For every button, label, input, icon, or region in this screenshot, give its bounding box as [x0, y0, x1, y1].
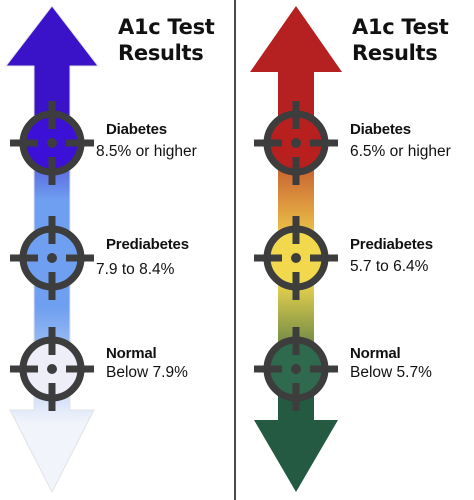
target-center	[47, 364, 57, 374]
right-level-diabetes: Diabetes 6.5% or higher	[350, 121, 474, 161]
right-title: A1c Test Results	[352, 15, 449, 65]
level-range: 6.5% or higher	[350, 143, 451, 160]
right-level-normal: Normal Below 5.7%	[350, 345, 474, 382]
left-title: A1c Test Results	[118, 15, 215, 65]
crosshair-target-icon	[254, 216, 338, 300]
left-double-arrow	[4, 5, 100, 494]
level-name: Prediabetes	[106, 236, 189, 253]
level-range: 5.7 to 6.4%	[350, 258, 429, 275]
level-name: Normal	[106, 345, 157, 362]
left-level-prediabetes: Prediabetes 7.9 to 8.4%	[96, 236, 242, 279]
right-panel: A1c Test Results Diabetes 6.5% or higher…	[238, 0, 474, 500]
target-center	[47, 138, 57, 148]
panel-divider	[234, 0, 236, 500]
level-name: Diabetes	[350, 121, 411, 138]
level-range: Below 5.7%	[350, 364, 432, 381]
target-center	[291, 364, 301, 374]
crosshair-target-icon	[10, 101, 94, 185]
left-level-normal: Normal Below 7.9%	[106, 345, 242, 382]
level-range: Below 7.9%	[106, 364, 188, 381]
level-name: Prediabetes	[350, 236, 433, 253]
target-center	[291, 138, 301, 148]
crosshair-target-icon	[254, 101, 338, 185]
right-double-arrow	[250, 6, 342, 492]
level-range: 8.5% or higher	[96, 143, 197, 160]
level-name: Diabetes	[106, 121, 167, 138]
left-level-diabetes: Diabetes 8.5% or higher	[96, 121, 242, 161]
level-name: Normal	[350, 345, 401, 362]
target-center	[47, 253, 57, 263]
left-panel: A1c Test Results Diabetes 8.5% or higher…	[0, 0, 236, 500]
target-center	[291, 253, 301, 263]
level-range: 7.9 to 8.4%	[96, 261, 175, 278]
crosshair-target-icon	[10, 216, 94, 300]
crosshair-target-icon	[254, 327, 338, 411]
crosshair-target-icon	[10, 327, 94, 411]
right-level-prediabetes: Prediabetes 5.7 to 6.4%	[350, 236, 474, 276]
